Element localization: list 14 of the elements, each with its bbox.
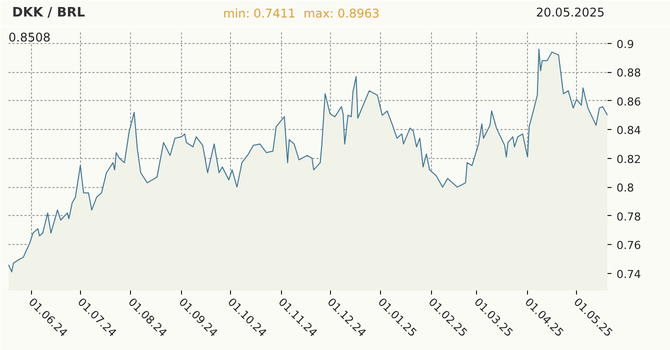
text: 20.05.2025	[536, 6, 605, 20]
y-tick-label: 0.88	[616, 66, 641, 80]
y-tick-label: 0.86	[616, 95, 641, 108]
text: min: 0.7411	[223, 6, 296, 20]
annotation: 0.8508	[8, 30, 50, 44]
chart-title: DKK / BRL	[12, 6, 86, 20]
y-tick-label: 0.78	[616, 210, 641, 224]
y-tick-label: 0.74	[616, 268, 641, 281]
y-tick-label: 0.9	[616, 38, 634, 51]
y-tick-label: 0.76	[616, 239, 641, 252]
y-tick-label: 0.8	[616, 182, 634, 195]
text: max: 0.8963	[304, 6, 380, 20]
y-tick-label: 0.84	[616, 124, 641, 138]
y-tick-label: 0.82	[616, 152, 641, 166]
